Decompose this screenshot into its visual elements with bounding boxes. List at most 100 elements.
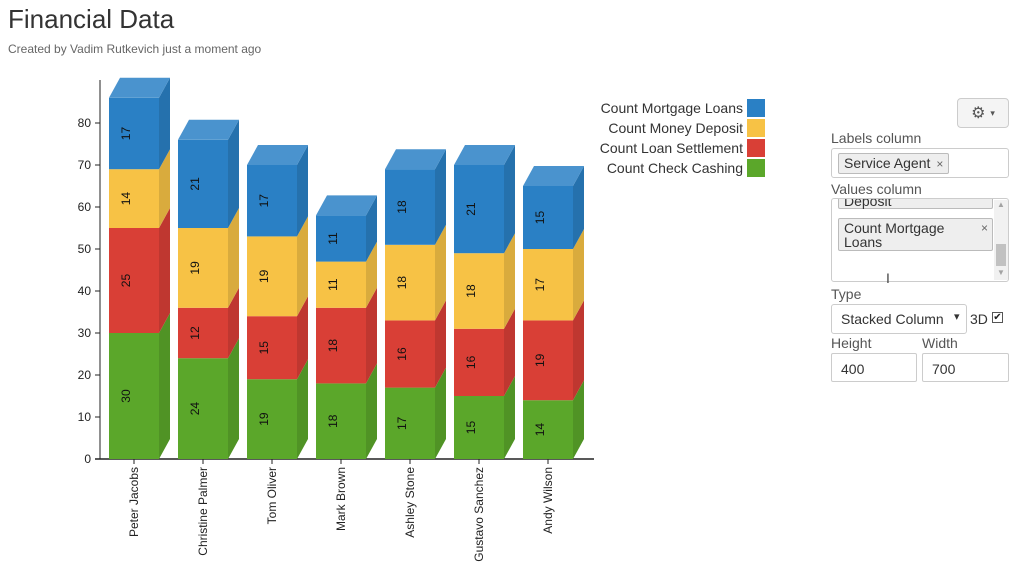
bar-segment: [109, 228, 159, 333]
x-tick-label: Tom Oliver: [265, 467, 279, 524]
y-tick-label: 60: [78, 200, 92, 214]
settings-gear-button[interactable]: ⚙ ▾: [957, 98, 1009, 128]
tag-label: Count Mortgage: [844, 220, 945, 236]
y-tick-label: 30: [78, 326, 92, 340]
three-d-checkbox[interactable]: ✔: [992, 312, 1003, 323]
x-tick-label: Mark Brown: [334, 467, 348, 531]
remove-tag-icon[interactable]: ×: [980, 221, 988, 235]
data-label: 14: [533, 423, 547, 437]
data-label: 17: [533, 278, 547, 292]
bar-segment: [109, 97, 159, 170]
values-column-input[interactable]: Deposit Count Mortgage Loans ×: [831, 198, 1009, 282]
y-tick-label: 20: [78, 368, 92, 382]
bar-segment-side: [504, 376, 515, 459]
bar-segment-side: [228, 338, 239, 459]
bar-segment-side: [228, 287, 239, 359]
height-input[interactable]: 400: [831, 353, 917, 382]
bar-top-face: [178, 119, 239, 140]
bar-segment-side: [504, 233, 515, 329]
height-label: Height: [831, 335, 872, 351]
page-subtitle: Created by Vadim Rutkevich just a moment…: [8, 42, 262, 56]
bar-segment: [523, 320, 573, 401]
labels-column-input[interactable]: Service Agent ×: [831, 148, 1009, 178]
bar-segment: [523, 400, 573, 459]
bar-segment: [316, 261, 366, 308]
bar-segment-side: [228, 119, 239, 228]
data-label: 14: [119, 192, 133, 206]
data-label: 30: [119, 389, 133, 403]
values-scrollbar[interactable]: ▲ ▼: [994, 200, 1008, 280]
scroll-down-icon[interactable]: ▼: [997, 268, 1005, 277]
data-label: 24: [188, 402, 202, 416]
bar-segment: [454, 165, 504, 254]
bar-top-face: [454, 145, 515, 165]
legend-swatch: [747, 119, 765, 137]
bar-segment: [523, 186, 573, 249]
scroll-thumb[interactable]: [996, 244, 1006, 266]
scroll-up-icon[interactable]: ▲: [997, 200, 1005, 209]
bar-top-face: [247, 145, 308, 165]
bar-segment-side: [297, 359, 308, 459]
data-label: 21: [188, 177, 202, 191]
bar-segment-side: [435, 300, 446, 388]
bar-segment-side: [228, 208, 239, 308]
bar-segment-side: [159, 208, 170, 333]
legend-label: Count Loan Settlement: [600, 140, 743, 156]
data-label: 18: [326, 414, 340, 428]
chart-type-value: Stacked Column: [841, 311, 944, 327]
data-label: 18: [326, 339, 340, 353]
bar-segment-side: [573, 229, 584, 321]
select-arrow-icon: ▾: [954, 311, 960, 323]
bar-segment: [385, 387, 435, 459]
text-cursor-icon: I: [886, 270, 890, 286]
tag-label: Loans: [844, 234, 883, 250]
data-label: 25: [119, 274, 133, 288]
width-input[interactable]: 700: [922, 353, 1009, 382]
legend-swatch: [747, 159, 765, 177]
bar-segment-side: [297, 296, 308, 380]
bar-segment-side: [297, 145, 308, 237]
width-label: Width: [922, 335, 958, 351]
bar-segment: [316, 215, 366, 262]
bar-segment: [247, 165, 297, 237]
bar-segment-side: [159, 149, 170, 228]
bar-segment: [178, 307, 228, 359]
legend-label: Count Mortgage Loans: [601, 100, 743, 116]
x-tick-label: Gustavo Sanchez: [472, 467, 486, 562]
bar-top-face: [523, 166, 584, 186]
chart-type-select[interactable]: Stacked Column: [831, 304, 967, 334]
legend-swatch: [747, 139, 765, 157]
bar-top-face: [385, 149, 446, 170]
data-label: 12: [188, 326, 202, 340]
bar-segment: [523, 249, 573, 321]
x-tick-label: Peter Jacobs: [127, 467, 141, 537]
y-tick-label: 0: [84, 452, 91, 466]
bar-segment: [247, 316, 297, 380]
y-tick-label: 80: [78, 116, 92, 130]
labels-column-label: Labels column: [831, 130, 922, 146]
remove-tag-icon[interactable]: ×: [936, 157, 944, 171]
bar-segment: [178, 358, 228, 459]
bar-segment-side: [573, 380, 584, 459]
bar-segment-side: [435, 224, 446, 321]
bar-segment-side: [366, 195, 377, 262]
bar-segment-side: [435, 149, 446, 245]
data-label: 15: [533, 211, 547, 225]
mortgage-loans-tag: Count Mortgage Loans ×: [838, 218, 993, 251]
data-label: 17: [257, 194, 271, 208]
legend-label: Count Check Cashing: [607, 160, 743, 176]
money-deposit-tag: Deposit: [838, 199, 993, 209]
y-tick-label: 10: [78, 410, 92, 424]
bar-segment: [385, 320, 435, 388]
chevron-down-icon: ▾: [990, 107, 995, 118]
bar-segment: [385, 244, 435, 321]
y-tick-label: 40: [78, 284, 92, 298]
data-label: 18: [395, 200, 409, 214]
bar-segment: [316, 383, 366, 459]
data-label: 17: [119, 127, 133, 141]
bar-segment-side: [504, 308, 515, 396]
data-label: 11: [326, 232, 340, 245]
data-label: 18: [395, 276, 409, 290]
legend-label: Count Money Deposit: [608, 120, 743, 136]
